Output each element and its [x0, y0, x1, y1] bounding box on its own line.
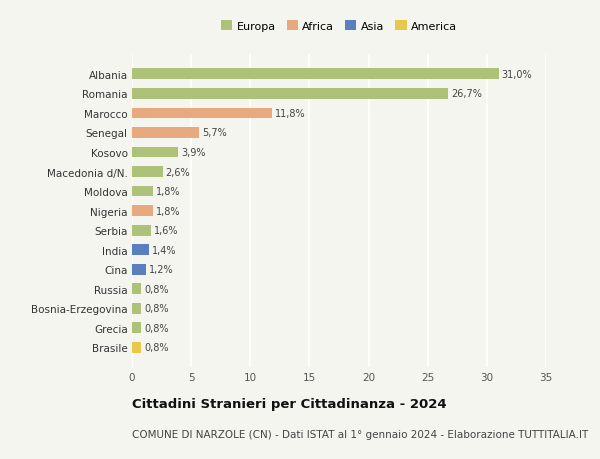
Text: 1,8%: 1,8%: [156, 187, 181, 196]
Bar: [132, 342, 142, 353]
Bar: [132, 69, 499, 80]
Text: 0,8%: 0,8%: [145, 343, 169, 353]
Text: 2,6%: 2,6%: [166, 167, 190, 177]
Bar: [132, 245, 149, 256]
Text: 0,8%: 0,8%: [145, 284, 169, 294]
Bar: [132, 323, 142, 334]
Bar: [132, 186, 153, 197]
Text: 1,8%: 1,8%: [156, 206, 181, 216]
Bar: [132, 167, 163, 178]
Bar: [132, 128, 199, 139]
Bar: [132, 284, 142, 295]
Text: 5,7%: 5,7%: [202, 128, 227, 138]
Text: 1,4%: 1,4%: [152, 245, 176, 255]
Text: 0,8%: 0,8%: [145, 304, 169, 313]
Text: 31,0%: 31,0%: [502, 70, 532, 79]
Text: 3,9%: 3,9%: [181, 148, 206, 157]
Text: 26,7%: 26,7%: [451, 89, 482, 99]
Legend: Europa, Africa, Asia, America: Europa, Africa, Asia, America: [217, 17, 461, 36]
Text: 1,2%: 1,2%: [149, 265, 174, 274]
Text: 0,8%: 0,8%: [145, 323, 169, 333]
Bar: [132, 147, 178, 158]
Bar: [132, 206, 153, 217]
Bar: [132, 108, 272, 119]
Bar: [132, 303, 142, 314]
Bar: [132, 225, 151, 236]
Bar: [132, 89, 448, 100]
Text: 11,8%: 11,8%: [275, 109, 305, 118]
Text: 1,6%: 1,6%: [154, 226, 178, 235]
Text: COMUNE DI NARZOLE (CN) - Dati ISTAT al 1° gennaio 2024 - Elaborazione TUTTITALIA: COMUNE DI NARZOLE (CN) - Dati ISTAT al 1…: [132, 429, 588, 439]
Text: Cittadini Stranieri per Cittadinanza - 2024: Cittadini Stranieri per Cittadinanza - 2…: [132, 397, 446, 410]
Bar: [132, 264, 146, 275]
